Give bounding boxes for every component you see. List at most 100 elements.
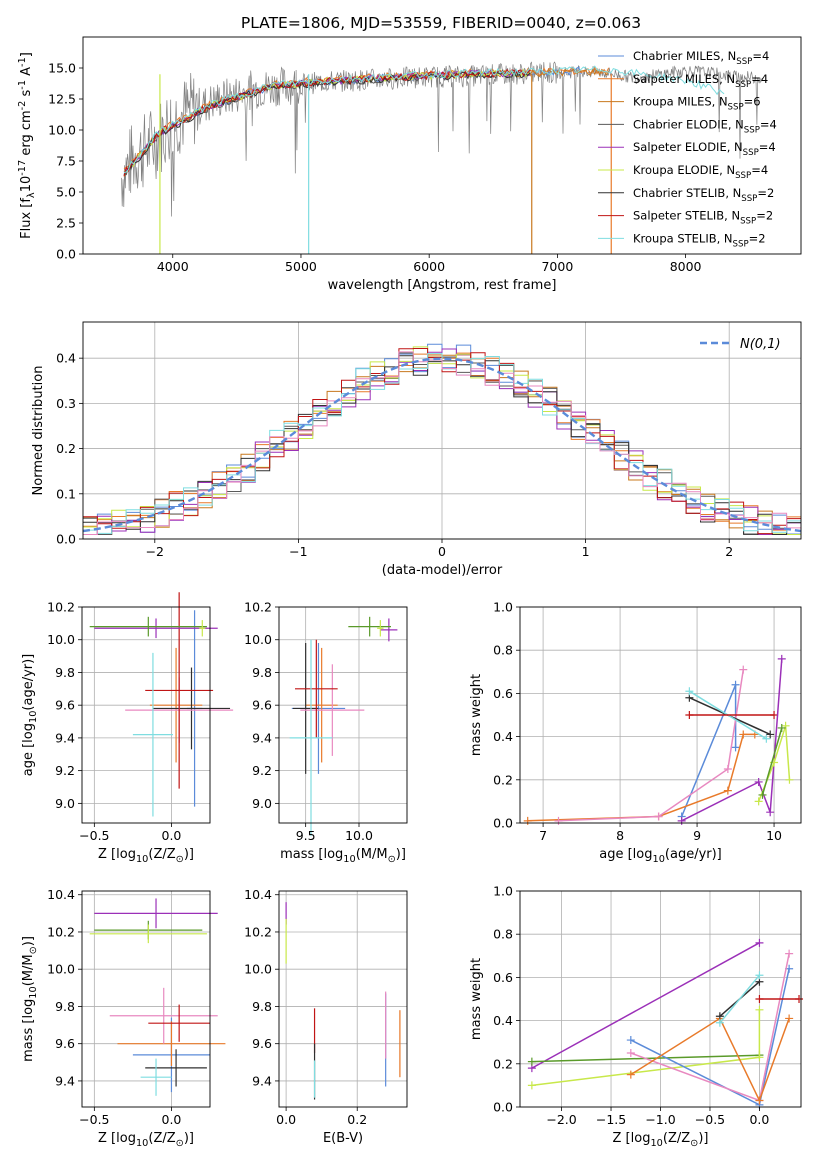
panel-weight_vs_age: 7 8 9 10 0.0 0.2 0.4 0.6 0.8 1.0 age [log10(age/yr… <box>469 600 802 865</box>
y-tick-label: 2.5 <box>56 216 76 231</box>
weight-marker <box>758 790 767 799</box>
y-tick-label: 9.6 <box>252 1036 272 1051</box>
axes-frame <box>519 606 802 824</box>
y-axis-label: age [log10(age/yr)] <box>21 654 39 777</box>
y-tick-label: 0.8 <box>493 643 513 658</box>
panel-age_vs_Z: −0.5 0.0 9.0 9.2 9.4 9.6 9.8 10.0 10.2 Z [log10(Z… <box>21 592 234 865</box>
y-tick-label: 10.0 <box>47 632 75 647</box>
weight-marker <box>626 1036 635 1045</box>
y-axis-label: mass weight <box>469 958 484 1040</box>
weight-marker <box>762 734 771 743</box>
weight-marker <box>766 730 775 739</box>
legend-label: Kroupa STELIB, NSSP=2 <box>633 231 766 249</box>
y-tick-label: 0.2 <box>493 772 513 787</box>
x-axis-label: (data-model)/error <box>382 563 503 578</box>
x-tick-label: 1 <box>582 544 590 559</box>
weight-marker <box>626 1070 635 1079</box>
panel-spectrum: 4000 5000 6000 7000 8000 0.0 2.5 5.0 7.5 10.0 12.5… <box>17 36 802 293</box>
figure-title: PLATE=1806, MJD=53559, FIBERID=0040, z=0… <box>241 14 641 32</box>
x-tick-label: −0.5 <box>79 1112 109 1127</box>
x-tick-label: 10.0 <box>345 828 373 843</box>
weight-marker <box>527 1081 536 1090</box>
weight-marker <box>523 816 532 825</box>
panel-residuals: −2 −1 0 1 2 0.0 0.1 0.2 0.3 0.4 (data-model)/error… <box>31 321 802 578</box>
weight-marker <box>777 654 786 663</box>
x-axis-label: mass [log10(M/M⊙)] <box>280 847 406 865</box>
x-tick-label: 10 <box>766 828 782 843</box>
y-tick-label: 12.5 <box>48 92 76 107</box>
legend-label: Salpeter MILES, NSSP=4 <box>633 72 768 90</box>
plot-area <box>121 61 763 254</box>
x-axis-label: wavelength [Angstrom, rest frame] <box>328 278 557 293</box>
axes-frame <box>81 890 211 1108</box>
weight-marker <box>731 743 740 752</box>
y-axis-label: mass [log10(M/M⊙)] <box>21 936 39 1062</box>
weight-marker <box>723 765 732 773</box>
x-tick-label: 7 <box>539 828 547 843</box>
x-tick-label: 0.0 <box>749 1112 769 1127</box>
panel-mass_vs_Z: −0.5 0.0 9.4 9.6 9.8 10.0 10.2 10.4 Z [log10(Z/Z… <box>21 887 226 1149</box>
y-tick-label: 10.2 <box>47 924 75 939</box>
y-tick-label: 9.4 <box>55 1073 75 1088</box>
weight-marker <box>795 995 804 1003</box>
plot-area <box>523 654 794 825</box>
plot-area <box>89 898 226 1096</box>
y-tick-label: 0.2 <box>493 1056 513 1071</box>
axes-frame <box>81 606 211 824</box>
y-tick-label: 10.4 <box>47 887 75 902</box>
weight-marker <box>755 995 764 1003</box>
x-axis-label: age [log10(age/yr)] <box>599 847 722 865</box>
y-axis-label: Normed distribution <box>31 366 46 496</box>
plot-area <box>89 592 234 817</box>
y-tick-label: 0.8 <box>493 927 513 942</box>
y-tick-label: 10.2 <box>244 600 272 615</box>
weight-marker <box>554 816 563 825</box>
y-tick-label: 10.0 <box>244 632 272 647</box>
legend-label: Chabrier ELODIE, NSSP=4 <box>633 117 777 135</box>
y-tick-label: 0.6 <box>493 686 513 701</box>
y-tick-label: 0.6 <box>493 970 513 985</box>
model-line-7 <box>123 68 531 177</box>
x-tick-label: 4000 <box>157 259 189 274</box>
weight-line <box>531 942 760 1069</box>
legend-label: Kroupa MILES, NSSP=6 <box>633 95 761 113</box>
y-tick-label: 1.0 <box>493 600 513 615</box>
y-axis-label: mass weight <box>469 674 484 756</box>
y-tick-label: 0.4 <box>56 351 76 366</box>
model-line-1 <box>123 66 610 170</box>
weight-marker <box>654 812 663 821</box>
legend-label: Kroupa ELODIE, NSSP=4 <box>633 163 768 181</box>
weight-line <box>681 658 783 822</box>
weight-marker <box>755 1053 764 1062</box>
y-tick-label: 15.0 <box>48 61 76 76</box>
y-axis-label: Flux [fλ10-17 erg cm-2 s-1 A-1] <box>17 52 37 239</box>
histogram-step-9 <box>83 351 801 535</box>
axes-frame <box>278 606 408 824</box>
weight-marker <box>755 971 764 980</box>
y-tick-label: 10.0 <box>47 962 75 977</box>
weight-line <box>630 1017 790 1103</box>
plot-area <box>285 902 401 1100</box>
panel-mass_vs_ebv: 0.0 0.2 9.4 9.6 9.8 10.0 10.2 10.4 E(B-V) <box>244 887 408 1146</box>
y-tick-label: 10.0 <box>48 123 76 138</box>
x-tick-label: 7000 <box>541 259 573 274</box>
y-tick-label: 10.0 <box>244 962 272 977</box>
y-tick-label: 9.2 <box>252 763 272 778</box>
x-tick-label: 5000 <box>285 259 317 274</box>
plot-area <box>289 616 398 837</box>
panel-weight_vs_Z: −2.0 −1.5 −1.0 −0.5 0.0 0.0 0.2 0.4 0.6 0.8 1.0 Z [… <box>469 884 804 1149</box>
weight-marker <box>755 938 764 947</box>
legend-label: Salpeter ELODIE, NSSP=4 <box>633 140 776 158</box>
y-tick-label: 9.8 <box>55 999 75 1014</box>
x-tick-label: −2 <box>146 544 164 559</box>
model-line-8 <box>123 65 725 174</box>
weight-marker <box>766 808 775 817</box>
weight-marker <box>723 786 732 795</box>
y-tick-label: 9.2 <box>55 763 75 778</box>
x-tick-label: 0.2 <box>347 1112 367 1127</box>
weight-marker <box>785 775 794 784</box>
axes-frame <box>82 321 802 540</box>
y-tick-label: 0.0 <box>56 532 76 547</box>
y-tick-label: 0.2 <box>56 441 76 456</box>
axes-frame <box>82 36 802 255</box>
